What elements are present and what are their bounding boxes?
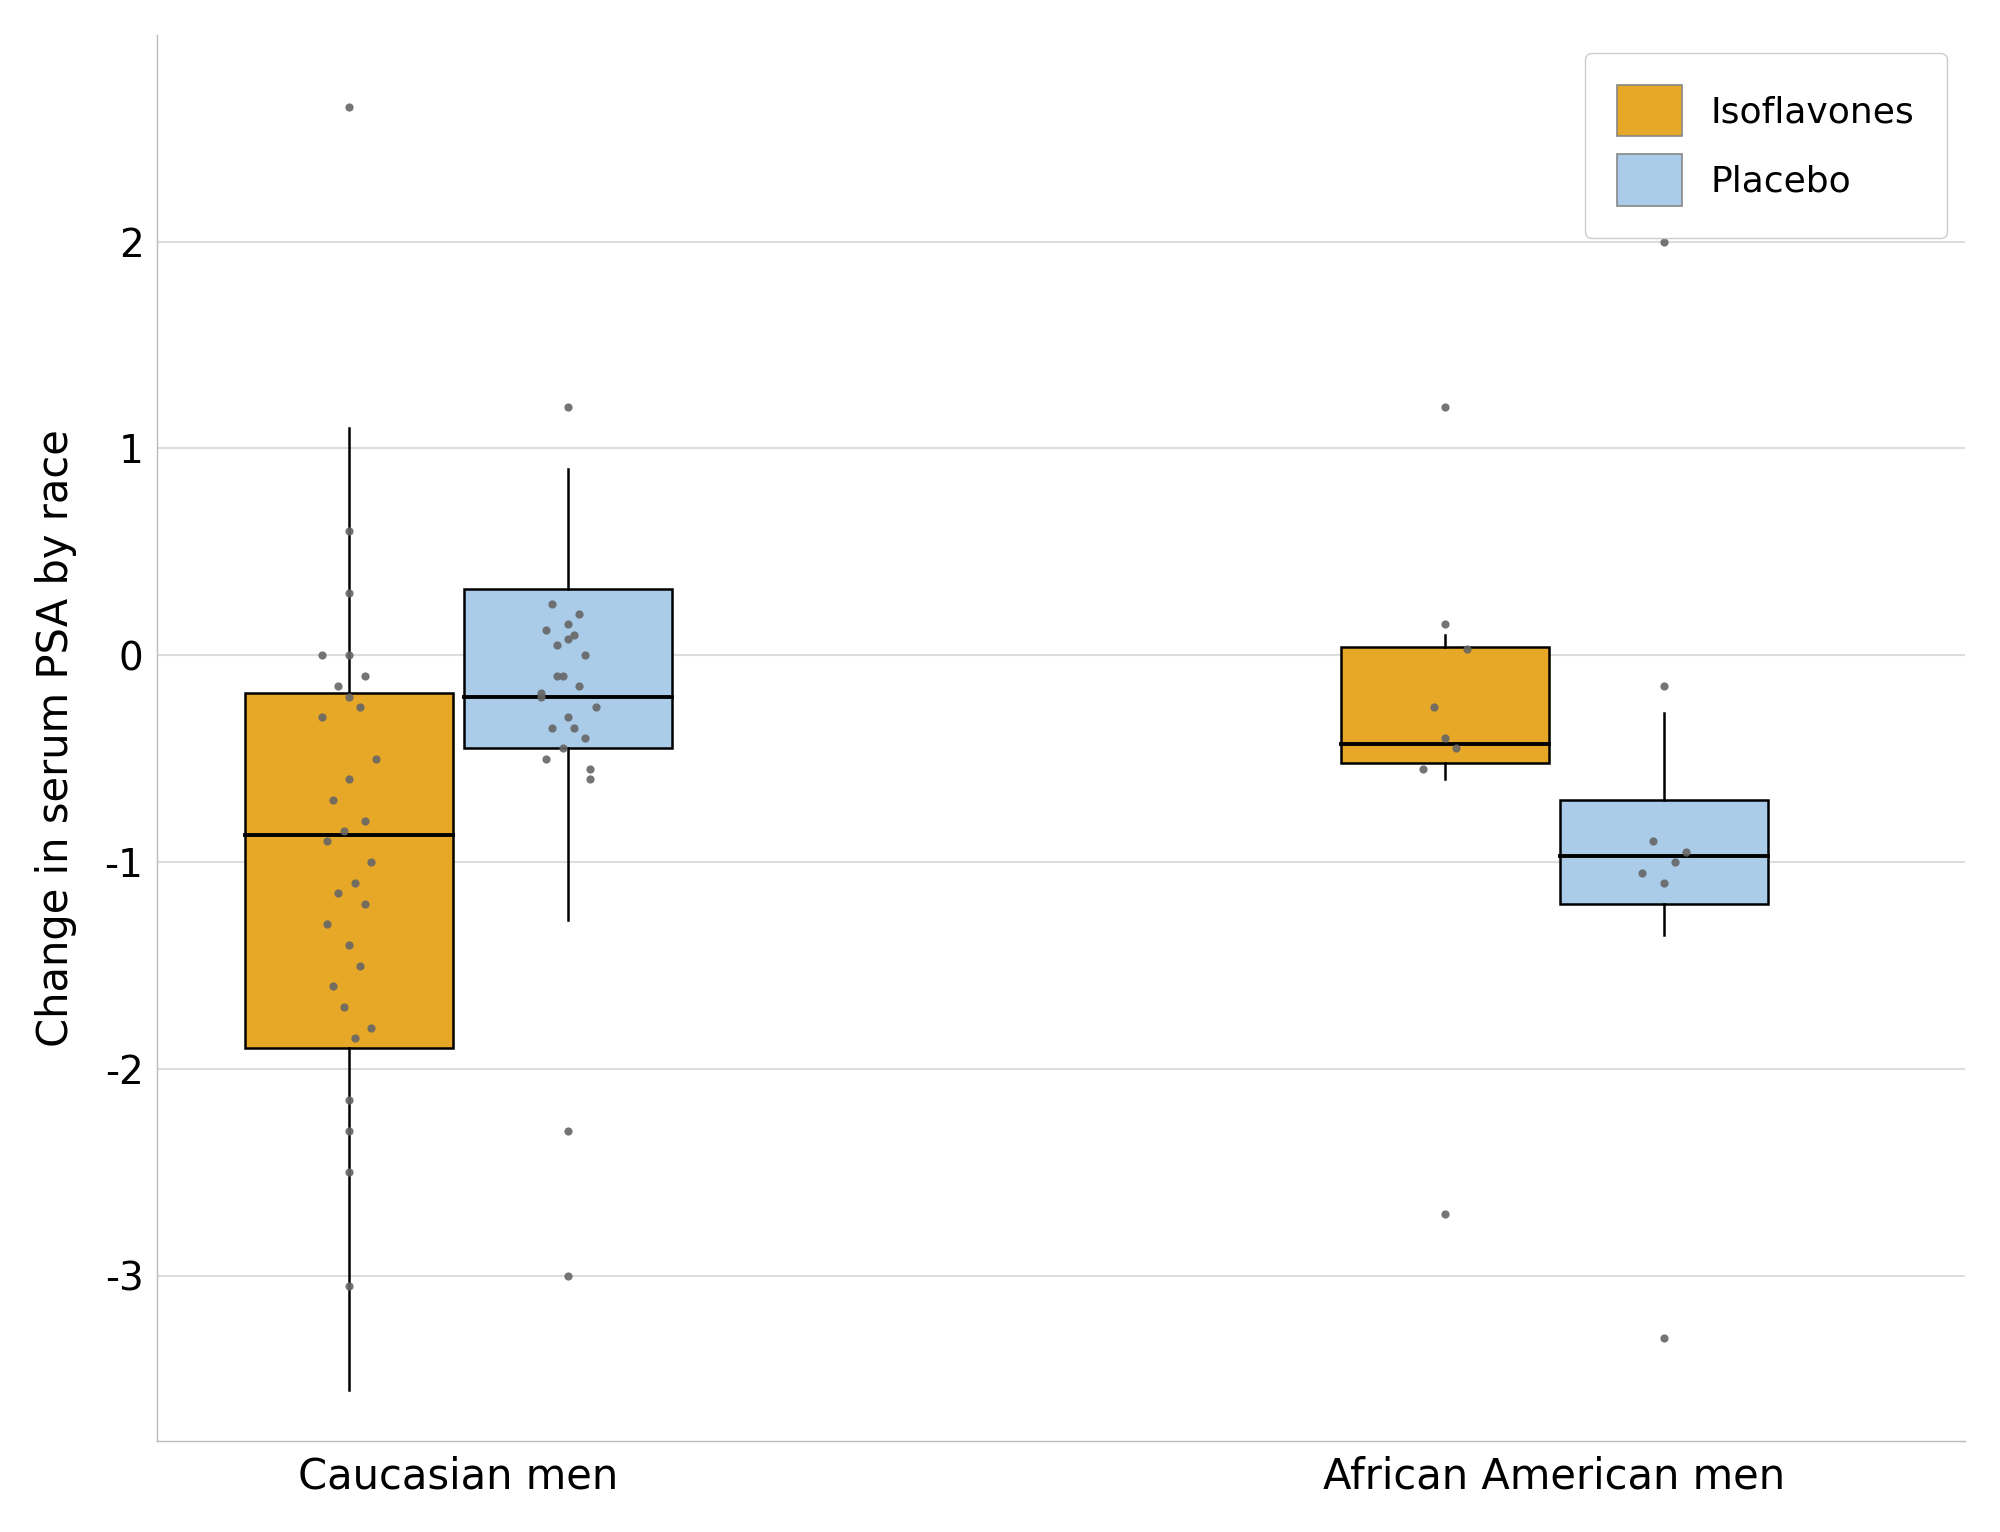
Point xyxy=(334,1160,366,1184)
Point xyxy=(316,974,348,999)
Bar xyxy=(464,590,672,749)
Point xyxy=(1648,230,1680,254)
Point xyxy=(322,881,354,905)
Point xyxy=(334,643,366,668)
Point xyxy=(536,715,568,740)
Point xyxy=(530,746,562,771)
Point xyxy=(580,696,612,720)
Point xyxy=(334,1118,366,1143)
Point xyxy=(334,768,366,792)
Point xyxy=(552,705,584,729)
Point xyxy=(1428,726,1460,751)
Point xyxy=(558,715,590,740)
Point xyxy=(1450,637,1482,662)
Point xyxy=(552,611,584,636)
Point xyxy=(574,768,606,792)
Point xyxy=(564,674,596,699)
Point xyxy=(1636,829,1668,853)
Point xyxy=(552,1118,584,1143)
Point xyxy=(344,953,376,977)
Point xyxy=(574,757,606,781)
Legend: Isoflavones, Placebo: Isoflavones, Placebo xyxy=(1584,52,1948,237)
Point xyxy=(350,663,382,688)
Point xyxy=(1648,870,1680,895)
Point xyxy=(568,726,600,751)
Point xyxy=(322,674,354,699)
Point xyxy=(344,696,376,720)
Y-axis label: Change in serum PSA by race: Change in serum PSA by race xyxy=(34,429,76,1046)
Point xyxy=(334,685,366,709)
Point xyxy=(334,933,366,958)
Point xyxy=(334,1275,366,1299)
Point xyxy=(306,643,338,668)
Point xyxy=(1658,850,1690,875)
Point xyxy=(334,519,366,544)
Bar xyxy=(1340,647,1548,763)
Point xyxy=(542,633,574,657)
Point xyxy=(552,395,584,420)
Point xyxy=(1648,1325,1680,1350)
Bar xyxy=(244,692,454,1048)
Point xyxy=(536,591,568,616)
Point xyxy=(542,663,574,688)
Point xyxy=(334,95,366,119)
Point xyxy=(530,619,562,643)
Point xyxy=(546,737,578,761)
Point xyxy=(334,1088,366,1112)
Point xyxy=(338,870,370,895)
Point xyxy=(1670,840,1702,864)
Point xyxy=(360,746,392,771)
Point xyxy=(350,809,382,833)
Point xyxy=(354,850,386,875)
Point xyxy=(1626,861,1658,885)
Point xyxy=(1648,674,1680,699)
Point xyxy=(1406,757,1438,781)
Point xyxy=(312,912,344,936)
Point xyxy=(338,1026,370,1051)
Point xyxy=(552,1264,584,1288)
Point xyxy=(564,602,596,627)
Point xyxy=(1428,395,1460,420)
Point xyxy=(552,627,584,651)
Point xyxy=(354,1016,386,1040)
Point xyxy=(546,663,578,688)
Point xyxy=(1440,737,1472,761)
Bar xyxy=(1560,800,1768,904)
Point xyxy=(306,705,338,729)
Point xyxy=(568,643,600,668)
Point xyxy=(328,820,360,844)
Point xyxy=(312,829,344,853)
Point xyxy=(1428,611,1460,636)
Point xyxy=(350,892,382,916)
Point xyxy=(316,787,348,812)
Point xyxy=(1428,1201,1460,1226)
Point xyxy=(334,581,366,605)
Point xyxy=(328,994,360,1019)
Point xyxy=(1418,696,1450,720)
Point xyxy=(558,622,590,647)
Point xyxy=(524,685,556,709)
Point xyxy=(524,680,556,705)
